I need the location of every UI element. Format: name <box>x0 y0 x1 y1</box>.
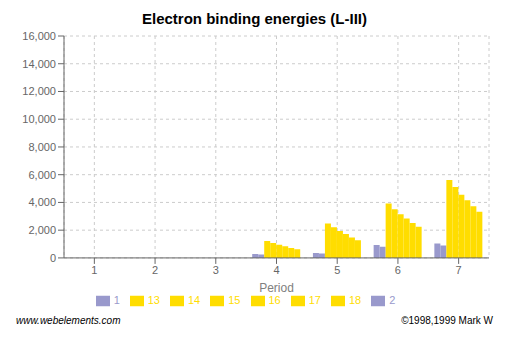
svg-text:12,000: 12,000 <box>22 85 56 97</box>
svg-text:5: 5 <box>334 264 340 276</box>
html-text:www.webelements.com: www.webelements.com <box>16 315 121 326</box>
svg-text:16,000: 16,000 <box>22 30 56 42</box>
svg-text:6,000: 6,000 <box>28 169 56 181</box>
svg-text:7: 7 <box>456 264 462 276</box>
svg-text:Period: Period <box>259 281 294 295</box>
svg-text:2,000: 2,000 <box>28 224 56 236</box>
html-text:17: 17 <box>308 293 321 306</box>
html-text:13: 13 <box>147 293 160 306</box>
html-text:15: 15 <box>228 293 241 306</box>
svg-text:1: 1 <box>91 264 97 276</box>
svg-text:0: 0 <box>50 252 56 264</box>
svg-text:4,000: 4,000 <box>28 196 56 208</box>
html-text:Electron binding energies (L-I: Electron binding energies (L-III) <box>142 10 367 27</box>
svg-text:14,000: 14,000 <box>22 58 56 70</box>
svg-text:8,000: 8,000 <box>28 141 56 153</box>
svg-text:6: 6 <box>395 264 401 276</box>
svg-text:10,000: 10,000 <box>22 113 56 125</box>
svg-text:2: 2 <box>152 264 158 276</box>
html-text:1: 1 <box>113 293 120 306</box>
html-text:©1998,1999 Mark W: ©1998,1999 Mark W <box>401 315 493 326</box>
svg-text:4: 4 <box>273 264 279 276</box>
svg-text:3: 3 <box>213 264 219 276</box>
html-text:2: 2 <box>389 293 396 306</box>
html-text:16: 16 <box>268 293 281 306</box>
html-text:18: 18 <box>349 293 362 306</box>
html-text:14: 14 <box>188 293 201 306</box>
